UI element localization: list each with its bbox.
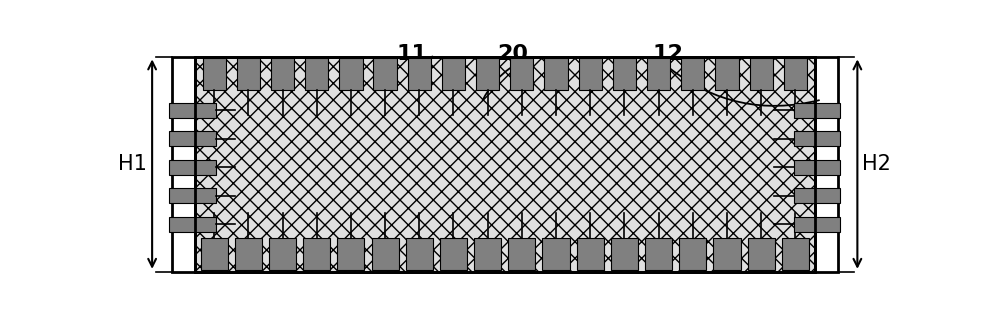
Bar bbox=[169, 217, 216, 232]
Bar bbox=[579, 58, 602, 90]
Bar bbox=[172, 57, 195, 272]
Bar bbox=[202, 58, 226, 90]
Bar bbox=[303, 238, 330, 270]
Bar bbox=[339, 58, 363, 90]
Bar bbox=[373, 58, 397, 90]
Text: 20: 20 bbox=[497, 44, 528, 64]
Bar bbox=[510, 58, 533, 90]
Bar bbox=[544, 58, 568, 90]
Bar bbox=[169, 160, 216, 175]
Bar bbox=[169, 131, 216, 146]
Bar bbox=[476, 58, 499, 90]
Bar bbox=[794, 217, 840, 232]
Bar bbox=[271, 58, 294, 90]
Bar bbox=[794, 131, 840, 146]
Bar bbox=[715, 58, 739, 90]
Text: 12: 12 bbox=[652, 44, 683, 64]
Bar bbox=[442, 58, 465, 90]
Bar bbox=[748, 238, 775, 270]
Bar bbox=[269, 238, 296, 270]
Bar bbox=[440, 238, 467, 270]
Bar bbox=[195, 57, 815, 272]
Bar bbox=[508, 238, 535, 270]
Bar bbox=[577, 238, 604, 270]
Text: 11: 11 bbox=[396, 44, 427, 64]
Bar bbox=[337, 238, 364, 270]
Bar bbox=[169, 103, 216, 118]
Bar bbox=[782, 238, 809, 270]
Text: H1: H1 bbox=[118, 154, 147, 174]
Text: H2: H2 bbox=[862, 154, 891, 174]
Bar bbox=[750, 58, 773, 90]
Bar bbox=[408, 58, 431, 90]
Bar bbox=[235, 238, 262, 270]
Bar bbox=[195, 57, 815, 272]
Bar bbox=[784, 58, 807, 90]
Bar bbox=[305, 58, 328, 90]
Bar bbox=[372, 238, 399, 270]
Bar bbox=[794, 160, 840, 175]
Bar bbox=[406, 238, 433, 270]
Bar bbox=[169, 188, 216, 203]
Bar bbox=[542, 238, 570, 270]
Bar bbox=[237, 58, 260, 90]
Bar bbox=[201, 238, 228, 270]
Bar bbox=[474, 238, 501, 270]
Bar bbox=[611, 238, 638, 270]
Bar bbox=[713, 238, 741, 270]
Bar bbox=[679, 238, 706, 270]
Bar bbox=[645, 238, 672, 270]
Bar bbox=[794, 103, 840, 118]
Bar bbox=[681, 58, 704, 90]
Bar bbox=[647, 58, 670, 90]
Bar bbox=[815, 57, 838, 272]
Bar bbox=[613, 58, 636, 90]
Bar bbox=[794, 188, 840, 203]
